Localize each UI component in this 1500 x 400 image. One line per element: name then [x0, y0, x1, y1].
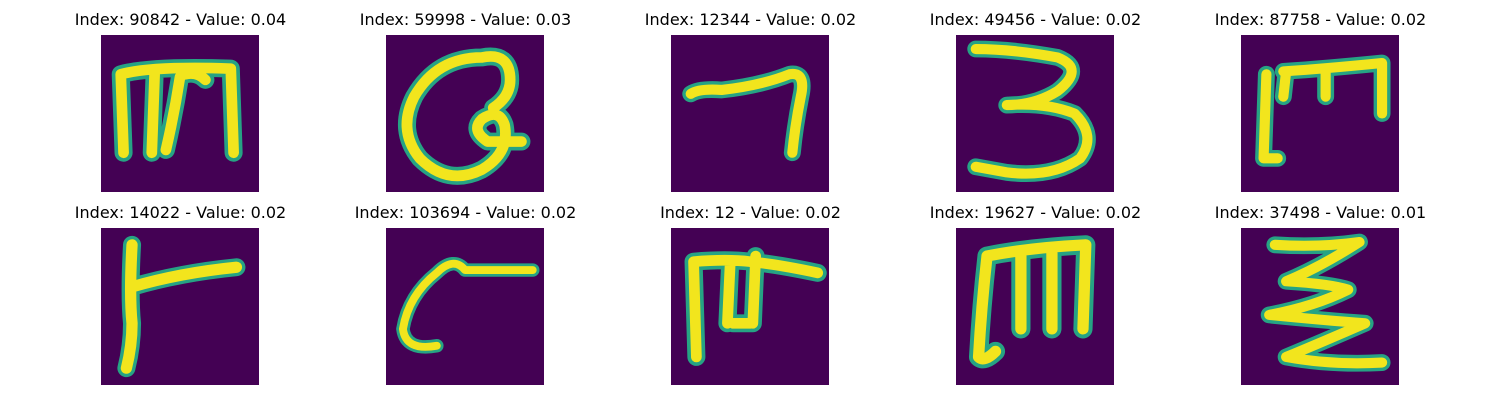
panel-title: Index: 12344 - Value: 0.02	[644, 10, 857, 29]
panel-6: Index: 14022 - Value: 0.02	[38, 203, 323, 393]
panel-title: Index: 12 - Value: 0.02	[660, 203, 841, 222]
panel-3: Index: 12344 - Value: 0.02	[608, 10, 893, 200]
panel-1: Index: 90842 - Value: 0.04	[38, 10, 323, 200]
panel-title: Index: 49456 - Value: 0.02	[929, 10, 1142, 29]
panel-10: Index: 37498 - Value: 0.01	[1178, 203, 1463, 393]
panel-2: Index: 59998 - Value: 0.03	[323, 10, 608, 200]
panel-5: Index: 87758 - Value: 0.02	[1178, 10, 1463, 200]
digit-image	[386, 228, 544, 385]
panel-4: Index: 49456 - Value: 0.02	[893, 10, 1178, 200]
handwritten-z-icon	[1260, 233, 1391, 372]
digit-image	[1241, 35, 1399, 192]
panel-8: Index: 12 - Value: 0.02	[608, 203, 893, 393]
digit-image	[101, 228, 259, 385]
panel-9: Index: 19627 - Value: 0.02	[893, 203, 1178, 393]
handwritten-m-icon	[1255, 54, 1391, 167]
panel-title: Index: 90842 - Value: 0.04	[74, 10, 287, 29]
digit-image	[386, 35, 544, 192]
handwritten-q-icon	[397, 47, 531, 185]
handwritten-m-icon	[111, 58, 243, 162]
handwritten-c-icon	[396, 257, 540, 354]
panel-title: Index: 59998 - Value: 0.03	[359, 10, 572, 29]
panel-title: Index: 103694 - Value: 0.02	[354, 203, 577, 222]
digit-image	[671, 228, 829, 385]
panel-title: Index: 14022 - Value: 0.02	[74, 203, 287, 222]
digit-image	[1241, 228, 1399, 385]
panel-7: Index: 103694 - Value: 0.02	[323, 203, 608, 393]
handwritten-3-icon	[967, 40, 1096, 183]
digit-image	[956, 228, 1114, 385]
digit-image	[101, 35, 259, 192]
digit-image	[671, 35, 829, 192]
panel-title: Index: 19627 - Value: 0.02	[929, 203, 1142, 222]
digit-image	[956, 35, 1114, 192]
panel-title: Index: 37498 - Value: 0.01	[1214, 203, 1427, 222]
handwritten-7-icon	[682, 65, 811, 162]
handwritten-r-icon	[117, 235, 246, 378]
handwritten-m-icon	[684, 247, 827, 366]
handwritten-m-icon	[968, 235, 1096, 369]
panel-title: Index: 87758 - Value: 0.02	[1214, 10, 1427, 29]
